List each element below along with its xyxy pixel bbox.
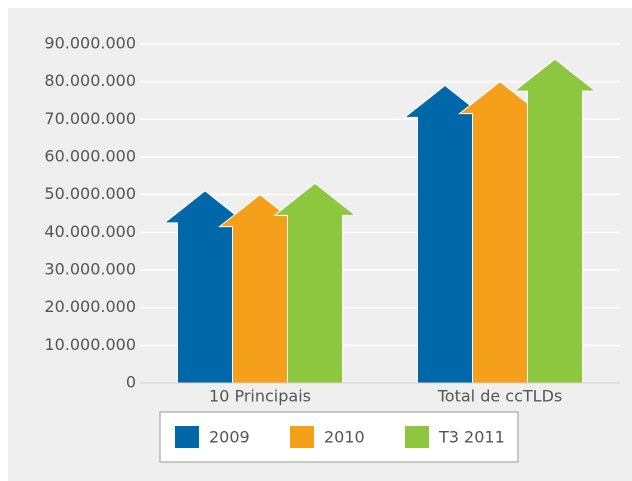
y-tick-label: 50.000.000 — [44, 184, 136, 203]
legend-box — [159, 411, 519, 463]
legend-swatch — [290, 426, 314, 448]
arrow-bar — [513, 58, 597, 384]
legend-label: T3 2011 — [438, 428, 505, 447]
y-tick-label: 70.000.000 — [44, 109, 136, 128]
y-tick-label: 90.000.000 — [44, 34, 136, 53]
y-tick-label: 80.000.000 — [44, 71, 136, 90]
legend-label: 2010 — [324, 428, 365, 447]
x-tick-label: Total de ccTLDs — [437, 387, 562, 406]
legend-swatch — [175, 426, 199, 448]
arrow-bar — [273, 182, 357, 384]
y-tick-label: 0 — [126, 373, 136, 392]
legend-label: 2009 — [209, 428, 250, 447]
y-tick-label: 20.000.000 — [44, 297, 136, 316]
x-tick-label: 10 Principais — [209, 387, 311, 406]
y-tick-label: 10.000.000 — [44, 335, 136, 354]
y-tick-label: 40.000.000 — [44, 222, 136, 241]
legend-swatch — [405, 426, 429, 448]
y-tick-label: 30.000.000 — [44, 260, 136, 279]
y-tick-label: 60.000.000 — [44, 147, 136, 166]
